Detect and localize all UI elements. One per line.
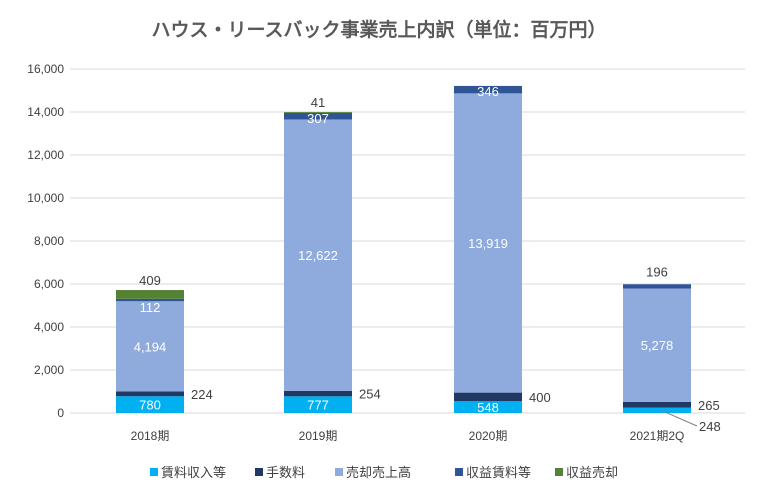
y-tick-label: 6,000	[34, 277, 64, 291]
data-label: 777	[307, 398, 329, 413]
data-label: 12,622	[298, 248, 338, 263]
bar-segment	[454, 401, 522, 413]
data-label: 13,919	[468, 236, 508, 251]
bar-segment	[623, 288, 691, 402]
chart-title: ハウス・リースバック事業売上内訳（単位：百万円）	[151, 18, 606, 41]
legend-swatch	[150, 468, 158, 476]
legend-label: 収益賃料等	[466, 465, 531, 481]
data-label: 196	[646, 264, 668, 279]
x-tick-label: 2021期2Q	[630, 429, 685, 443]
y-tick-label: 10,000	[27, 191, 64, 205]
bar-segment	[284, 111, 352, 113]
legend-label: 手数料	[266, 466, 305, 481]
bar-segment	[623, 407, 691, 413]
bar-segment	[284, 119, 352, 391]
x-tick-label: 2019期	[299, 429, 338, 443]
y-tick-label: 0	[57, 406, 64, 420]
bar-segment	[454, 392, 522, 402]
legend-label: 賃料収入等	[161, 465, 226, 481]
x-tick-label: 2020期	[469, 429, 508, 443]
bar-segment	[284, 390, 352, 397]
bar-segment	[284, 112, 352, 120]
data-label: 780	[139, 398, 161, 413]
data-label: 346	[477, 84, 499, 99]
legend-item: 手数料	[255, 466, 305, 481]
y-tick-label: 2,000	[34, 363, 64, 377]
bar-segment	[116, 298, 184, 302]
legend-item: 収益賃料等	[455, 465, 531, 481]
y-tick-label: 8,000	[34, 234, 64, 248]
bar-segment	[116, 391, 184, 397]
legend-item: 賃料収入等	[150, 465, 226, 481]
legend-swatch	[555, 468, 563, 476]
legend-swatch	[455, 468, 463, 476]
data-label: 265	[698, 398, 720, 413]
bar-segment	[116, 396, 184, 413]
y-tick-label: 14,000	[27, 105, 64, 119]
legend-label: 売却売上高	[346, 465, 411, 481]
data-label: 400	[529, 390, 551, 405]
y-tick-label: 12,000	[27, 148, 64, 162]
legend-item: 売却売上高	[335, 465, 411, 481]
data-label: 41	[311, 95, 325, 110]
bar-segment	[623, 284, 691, 289]
bar-segment	[116, 290, 184, 299]
bar-segment	[454, 85, 522, 94]
data-label: 224	[191, 387, 213, 402]
data-label: 254	[359, 387, 381, 402]
x-tick-label: 2018期	[131, 429, 170, 443]
data-label: 307	[307, 111, 329, 126]
data-label: 5,278	[641, 338, 674, 353]
bar-segment	[623, 401, 691, 408]
y-tick-label: 16,000	[27, 62, 64, 76]
bar-segment	[116, 301, 184, 392]
data-label: 409	[139, 273, 161, 288]
leader-line	[661, 410, 698, 427]
legend-swatch	[255, 468, 263, 476]
data-label: 112	[140, 300, 161, 315]
legend-item: 収益売却	[555, 465, 618, 481]
data-label: 548	[477, 400, 499, 415]
legend-label: 収益売却	[566, 465, 618, 481]
bar-segment	[454, 93, 522, 393]
y-tick-label: 4,000	[34, 320, 64, 334]
legend-swatch	[335, 468, 343, 476]
data-label: 4,194	[134, 339, 167, 354]
data-label: 248	[699, 419, 721, 434]
bar-segment	[284, 396, 352, 413]
